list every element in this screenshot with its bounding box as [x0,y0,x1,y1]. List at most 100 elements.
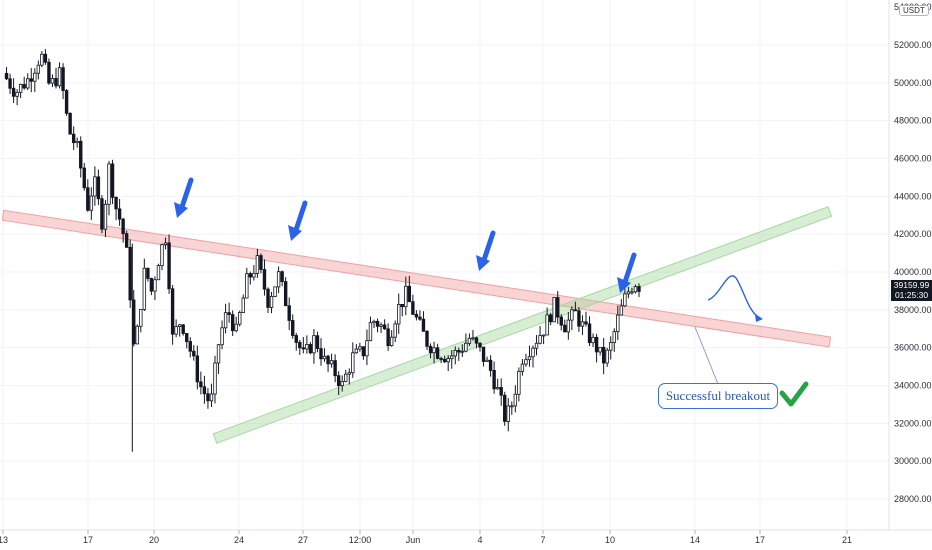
candle-body [4,72,9,80]
candle-body [531,347,535,358]
candle-body [393,323,397,338]
y-tick-label: 38000.00 [894,305,932,315]
candle-body [446,358,450,363]
candle-body [464,342,468,352]
candle-body [128,246,132,301]
candle-body [319,348,323,360]
candle-body [358,346,362,350]
candle-body [170,288,175,335]
x-tick-label: 10 [605,535,615,545]
candle-body [598,346,602,353]
candle-body [26,78,30,89]
candle-body [167,242,171,290]
candle-body [287,305,291,321]
candle-body [389,336,394,347]
candle-body [354,348,359,354]
candle-body [149,278,154,292]
candle-body [492,370,496,390]
candle-body [503,394,507,422]
candle-body [132,299,136,345]
candle-body [245,273,249,299]
candle-body [230,314,235,332]
candle-body [556,297,560,318]
candle-body [361,346,366,357]
arrow-head-icon [288,225,302,241]
arrow-icon [292,200,308,236]
candle-body [570,309,574,321]
candle-body [89,195,94,211]
x-tick-label: 17 [83,535,93,545]
candle-body [435,347,440,359]
candle-body [114,196,118,210]
candle-body [379,324,383,327]
candle-body [252,272,256,278]
candle-body [15,91,19,97]
candle-body [308,344,313,354]
candle-body [61,67,65,91]
candle-body [86,187,90,211]
candle-body [181,324,185,334]
y-tick-label: 48000.00 [894,116,932,126]
y-tick-label: 52000.00 [894,40,932,50]
candle-body [234,323,238,332]
candle-body [630,291,634,294]
candle-body [199,381,203,388]
candle-body [513,393,518,407]
candle-body [47,61,51,84]
candle-body [375,320,380,327]
candle-body [407,285,412,303]
candle-body [421,318,426,332]
projection-path [694,275,763,385]
arrow-head-icon [174,202,188,218]
candle-body [326,355,330,365]
candle-body [156,265,161,281]
candle-body [386,328,390,347]
candle-body [117,208,122,220]
candle-body [100,198,104,230]
candle-body [36,64,41,74]
candle-body [29,78,33,82]
candle-body [397,304,401,325]
candle-body [347,372,351,375]
candle-body [79,140,83,169]
candle-body [107,163,111,205]
candle-body [538,335,542,344]
y-tick-label: 32000.00 [894,418,932,428]
candle-body [499,387,503,396]
candle-body [301,347,306,350]
projection-curve [707,275,761,319]
candle-body [220,327,224,346]
candle-body [351,352,355,374]
y-tick-label: 36000.00 [894,343,932,353]
candle-body [192,350,196,357]
candle-body [18,84,23,93]
candle-body [11,87,16,97]
candle-body [50,78,55,84]
candle-body [534,342,539,349]
candle-body [188,341,192,352]
candle-body [609,342,613,351]
candle-body [213,362,217,395]
candle-body [411,301,415,315]
candle-body [605,349,609,364]
y-tick-label: 28000.00 [894,494,932,504]
candle-body [541,334,546,337]
candle-body [485,359,489,362]
last-price-value: 39159.99 [893,280,930,290]
candle-body [619,305,624,316]
candle-body [425,330,429,347]
candle-body [432,347,436,354]
candle-body [524,359,528,365]
candle-body [68,112,72,135]
candle-body [545,314,549,336]
currency-label[interactable]: USDT [899,5,929,16]
candle-body [460,350,465,353]
candle-body [612,331,616,344]
x-tick-label: 21 [842,535,852,545]
candle-body [372,320,376,324]
y-tick-label: 46000.00 [894,154,932,164]
candle-body [453,350,457,357]
candle-body [329,360,334,365]
check-icon-path [779,381,809,407]
